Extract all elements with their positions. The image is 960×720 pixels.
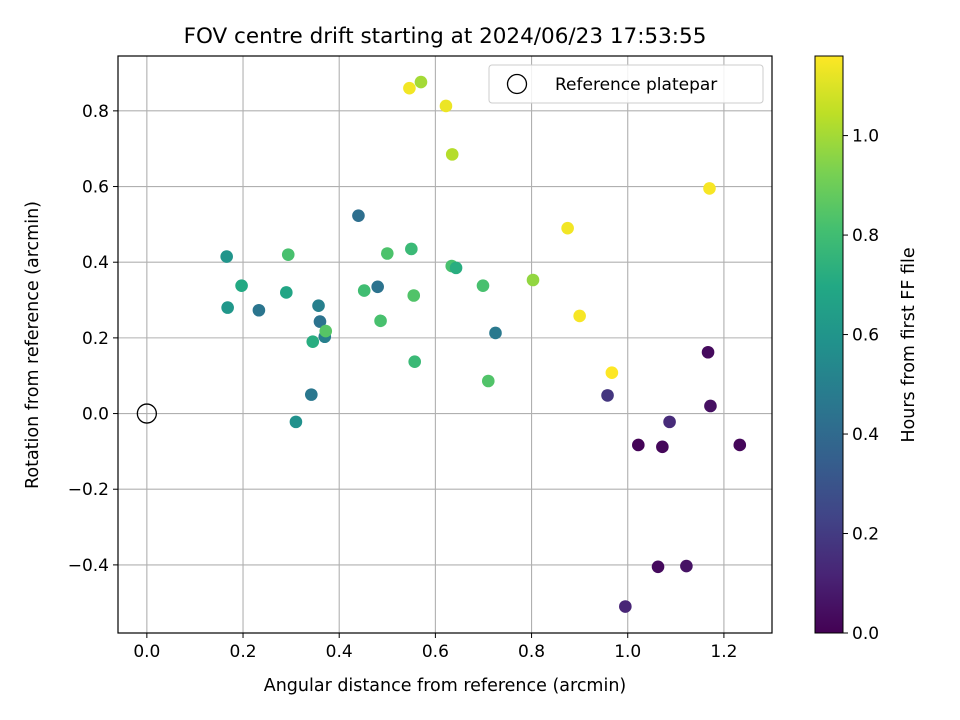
data-point <box>352 209 365 222</box>
data-point <box>605 366 619 379</box>
legend-reference-marker-icon <box>506 73 528 95</box>
data-point <box>235 279 248 292</box>
x-tick-label: 0.6 <box>422 642 449 662</box>
data-point <box>476 279 490 292</box>
y-tick-label: −0.2 <box>68 480 109 500</box>
data-point <box>526 273 540 287</box>
data-point <box>439 99 453 113</box>
y-axis-label: Rotation from reference (arcmin) <box>23 201 43 489</box>
data-point <box>220 250 233 263</box>
data-point <box>701 345 715 359</box>
x-tick-label: 1.0 <box>614 642 641 662</box>
data-point <box>703 182 716 195</box>
data-point <box>312 299 325 313</box>
data-point <box>445 148 459 161</box>
data-point <box>408 355 422 369</box>
chart-title: FOV centre drift starting at 2024/06/23 … <box>184 24 707 49</box>
colorbar-gradient <box>814 55 844 634</box>
y-tick-label: 0.4 <box>82 253 109 273</box>
colorbar-tick-label: 0.4 <box>852 425 879 445</box>
data-point <box>371 280 384 294</box>
x-axis-label: Angular distance from reference (arcmin) <box>264 676 627 696</box>
data-point <box>280 286 293 299</box>
colorbar-ticks: 0.0 0.2 0.4 0.6 0.8 1.0 <box>843 127 879 644</box>
grid-lines <box>118 56 772 633</box>
x-tick-label: 0.2 <box>230 642 257 662</box>
data-point <box>481 374 495 388</box>
data-point <box>632 438 645 452</box>
y-tick-label: 0.0 <box>82 405 109 425</box>
data-point <box>601 389 614 402</box>
y-axis-ticks: −0.4 −0.2 0.0 0.2 0.4 0.6 0.8 <box>68 102 118 576</box>
data-point <box>680 559 693 573</box>
legend: Reference platepar <box>488 64 764 104</box>
x-tick-label: 1.2 <box>710 642 737 662</box>
data-point <box>403 81 416 95</box>
legend-label: Reference platepar <box>555 75 717 95</box>
colorbar-label: Hours from first FF file <box>899 247 919 442</box>
colorbar-tick-label: 0.0 <box>852 624 879 644</box>
reference-marker-group <box>136 403 158 424</box>
data-point <box>252 303 266 317</box>
data-point <box>305 388 318 401</box>
colorbar: 0.0 0.2 0.4 0.6 0.8 1.0 Hours from first FF f… <box>814 55 919 644</box>
colorbar-tick-label: 0.8 <box>852 226 879 246</box>
data-point <box>619 600 632 613</box>
data-point <box>656 440 669 454</box>
data-point <box>573 309 586 323</box>
data-point <box>319 324 333 338</box>
legend-box <box>488 64 764 104</box>
x-tick-label: 0.4 <box>326 642 353 662</box>
plot-frame <box>117 55 773 634</box>
data-point <box>306 335 320 348</box>
data-point <box>374 314 387 328</box>
x-axis-ticks: 0.0 0.2 0.4 0.6 0.8 1.0 1.2 <box>133 633 737 662</box>
data-point <box>651 560 665 574</box>
x-tick-label: 0.8 <box>518 642 545 662</box>
data-point <box>449 261 463 275</box>
reference-platepar-marker <box>136 403 158 424</box>
data-point <box>357 284 371 297</box>
data-point <box>561 221 574 235</box>
y-tick-label: −0.4 <box>68 556 109 576</box>
data-point <box>289 415 303 429</box>
data-point <box>663 415 676 429</box>
y-tick-label: 0.6 <box>82 178 109 198</box>
y-tick-label: 0.8 <box>82 102 109 122</box>
data-point <box>733 438 747 452</box>
data-point <box>407 289 421 302</box>
data-point <box>414 75 428 89</box>
colorbar-tick-label: 1.0 <box>852 127 879 147</box>
data-point <box>380 247 394 260</box>
y-tick-label: 0.2 <box>82 329 109 349</box>
data-point <box>489 326 502 340</box>
colorbar-tick-label: 0.6 <box>852 326 879 346</box>
x-tick-label: 0.0 <box>133 642 160 662</box>
colorbar-tick-label: 0.2 <box>852 525 879 545</box>
data-point <box>313 315 327 328</box>
data-point <box>221 301 234 314</box>
data-point <box>281 248 295 261</box>
data-point <box>704 399 717 413</box>
data-points <box>220 75 747 613</box>
data-point <box>405 242 418 256</box>
